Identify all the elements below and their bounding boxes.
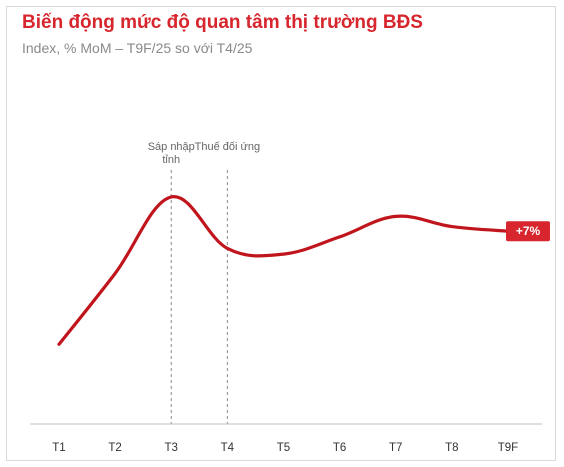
end-label: +7%	[506, 221, 550, 242]
tick-label-t9f: T9F	[498, 442, 518, 454]
series-group	[57, 195, 510, 346]
annotation-label-t4: Thuế đối ứng	[195, 141, 260, 153]
tick-label-t6: T6	[333, 442, 346, 454]
end-label-badge	[506, 221, 550, 242]
chart-subtitle: Index, % MoM – T9F/25 so với T4/25	[22, 40, 253, 56]
tick-label-t7: T7	[389, 442, 402, 454]
annotation-label-t3: tỉnh	[162, 154, 180, 166]
tick-label-t3: T3	[165, 442, 178, 454]
tick-label-t4: T4	[221, 442, 235, 454]
chart-frame	[6, 6, 556, 461]
x-axis-ticks: T1 T2 T3 T4 T5 T6 T7 T8 T9F	[52, 442, 518, 454]
series-line-1	[57, 195, 510, 346]
chart-title: Biến động mức độ quan tâm thị trường BĐS	[22, 12, 423, 33]
tick-label-t8: T8	[445, 442, 458, 454]
end-label-text: +7%	[516, 224, 541, 238]
tick-label-t2: T2	[108, 442, 121, 454]
tick-label-t1: T1	[52, 442, 65, 454]
tick-label-t5: T5	[277, 442, 290, 454]
annotation-label-t3: Sáp nhập	[148, 141, 195, 153]
